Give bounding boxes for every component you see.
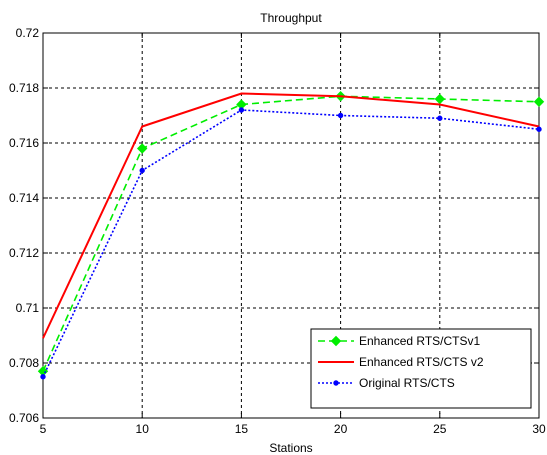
y-tick-label: 0.718	[9, 81, 39, 95]
legend-entry: Enhanced RTS/CTSv1	[318, 334, 480, 348]
data-point	[536, 126, 542, 132]
series-line	[42, 95, 540, 372]
data-point	[238, 107, 245, 113]
y-tick-label: 0.714	[9, 191, 39, 205]
y-tick-label: 0.716	[9, 136, 39, 150]
legend-label: Enhanced RTS/CTSv1	[359, 334, 480, 348]
series-line	[42, 109, 540, 378]
x-tick-label: 10	[136, 422, 150, 436]
legend: Enhanced RTS/CTSv1 Enhanced RTS/CTS v2 Ori…	[310, 328, 532, 409]
legend-box	[310, 328, 532, 409]
legend-entry: Enhanced RTS/CTS v2	[318, 355, 484, 369]
x-tick-label: 20	[334, 422, 348, 436]
x-tick-label: 5	[40, 422, 47, 436]
x-tick-label: 15	[235, 422, 249, 436]
legend-label: Original RTS/CTS	[359, 376, 455, 390]
plot-area	[42, 32, 540, 419]
data-point	[437, 115, 443, 121]
data-point	[40, 374, 46, 380]
chart-title: Throughput	[260, 11, 322, 25]
x-tick-label: 30	[532, 422, 546, 436]
legend-marker	[333, 380, 339, 386]
x-tick-label: 25	[433, 422, 447, 436]
y-tick-label: 0.712	[9, 246, 39, 260]
series-2	[42, 92, 540, 339]
axis-ticks: 5 10 15 20 25 30 0.706 0.708 0.71 0.712 0.714 0.716…	[9, 26, 546, 436]
data-point	[136, 143, 148, 154]
series-lines	[37, 91, 545, 380]
y-tick-label: 0.706	[9, 411, 39, 425]
x-axis-label: Stations	[269, 441, 312, 455]
series-3	[40, 107, 542, 380]
y-tick-label: 0.71	[16, 301, 40, 315]
legend-label: Enhanced RTS/CTS v2	[359, 355, 484, 369]
legend-entry: Original RTS/CTS	[318, 376, 455, 390]
data-point	[139, 167, 145, 174]
data-point	[533, 96, 545, 107]
y-tick-label: 0.72	[16, 26, 40, 40]
y-tick-label: 0.708	[9, 356, 39, 370]
series-line	[42, 92, 540, 339]
data-point	[337, 112, 344, 119]
legend-marker	[330, 335, 342, 347]
